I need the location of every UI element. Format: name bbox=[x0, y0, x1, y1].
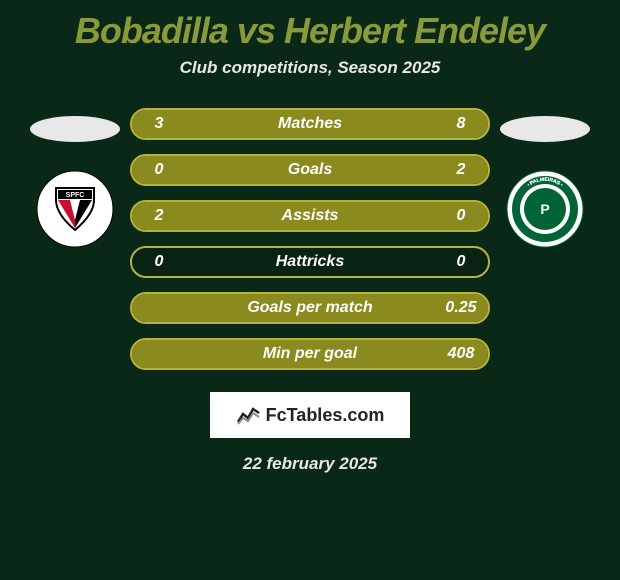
main-row: SPFC 3Matches80Goals22Assists00Hattricks… bbox=[0, 108, 620, 370]
comparison-card: Bobadilla vs Herbert Endeley Club compet… bbox=[0, 0, 620, 474]
subtitle: Club competitions, Season 2025 bbox=[180, 58, 441, 78]
branding-badge: FcTables.com bbox=[210, 392, 410, 438]
stat-value-left: 0 bbox=[132, 253, 186, 271]
stat-value-right: 8 bbox=[434, 115, 488, 133]
svg-text:P: P bbox=[540, 201, 549, 217]
date-label: 22 february 2025 bbox=[243, 454, 377, 474]
branding-text: FcTables.com bbox=[266, 405, 385, 426]
stat-value-right: 0.25 bbox=[434, 299, 488, 317]
stat-value-right: 0 bbox=[434, 253, 488, 271]
stat-label: Min per goal bbox=[186, 345, 434, 363]
stat-value-right: 0 bbox=[434, 207, 488, 225]
stat-value-left: 3 bbox=[132, 115, 186, 133]
left-club-logo: SPFC bbox=[36, 170, 114, 248]
svg-text:SPFC: SPFC bbox=[66, 192, 85, 199]
fctables-logo-icon bbox=[236, 404, 262, 426]
stat-label: Goals per match bbox=[186, 299, 434, 317]
stat-row: Min per goal408 bbox=[130, 338, 490, 370]
stats-column: 3Matches80Goals22Assists00Hattricks0Goal… bbox=[130, 108, 490, 370]
stat-row: 0Goals2 bbox=[130, 154, 490, 186]
palmeiras-logo-icon: P PALMEIRAS • PALMEIRAS • bbox=[506, 170, 584, 248]
stat-label: Assists bbox=[186, 207, 434, 225]
stat-row: 2Assists0 bbox=[130, 200, 490, 232]
left-player-placeholder bbox=[30, 116, 120, 142]
stat-value-right: 408 bbox=[434, 345, 488, 363]
stat-row: Goals per match0.25 bbox=[130, 292, 490, 324]
right-club-logo: P PALMEIRAS • PALMEIRAS • bbox=[506, 170, 584, 248]
page-title: Bobadilla vs Herbert Endeley bbox=[75, 10, 545, 52]
stat-value-left: 2 bbox=[132, 207, 186, 225]
stat-value-right: 2 bbox=[434, 161, 488, 179]
spfc-logo-icon: SPFC bbox=[36, 170, 114, 248]
right-player-placeholder bbox=[500, 116, 590, 142]
stat-row: 3Matches8 bbox=[130, 108, 490, 140]
stat-value-left: 0 bbox=[132, 161, 186, 179]
stat-label: Matches bbox=[186, 115, 434, 133]
right-side: P PALMEIRAS • PALMEIRAS • bbox=[490, 108, 600, 248]
stat-row: 0Hattricks0 bbox=[130, 246, 490, 278]
stat-label: Goals bbox=[186, 161, 434, 179]
stat-label: Hattricks bbox=[186, 253, 434, 271]
left-side: SPFC bbox=[20, 108, 130, 248]
